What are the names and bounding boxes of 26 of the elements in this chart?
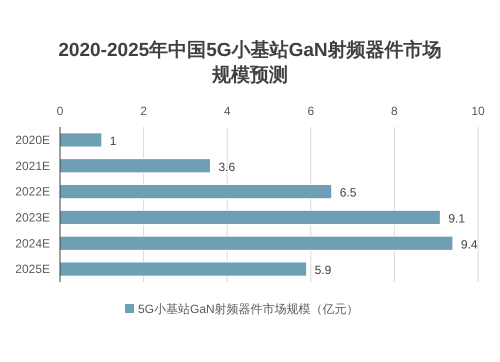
data-label: 9.1	[448, 211, 466, 226]
data-label: 6.5	[340, 186, 357, 200]
bar	[60, 210, 441, 226]
chart-title: 2020-2025年中国5G小基站GaN射频器件市场规模预测	[58, 39, 442, 86]
x-tick-label: 0	[56, 104, 64, 118]
x-tick-label: 10	[471, 104, 485, 118]
bar	[60, 158, 211, 174]
y-tick-label: 2025E	[15, 262, 50, 276]
y-tick-label: 2022E	[15, 184, 50, 199]
y-tick-label: 2021E	[15, 158, 50, 173]
legend-label: 5G小基站GaN射频器件市场规模（亿元）	[138, 302, 359, 316]
x-tick-label: 2	[140, 104, 148, 118]
data-label: 5.9	[314, 263, 332, 278]
data-label: 9.4	[460, 237, 478, 252]
x-tick-label: 6	[307, 104, 314, 118]
bar	[60, 236, 454, 251]
y-tick-label: 2023E	[15, 210, 50, 224]
data-label: 1	[110, 134, 117, 148]
x-tick-label: 8	[391, 104, 398, 118]
bar	[60, 132, 102, 148]
y-tick-label: 2024E	[15, 236, 50, 250]
data-label: 3.6	[218, 160, 236, 174]
y-tick-label: 2020E	[15, 132, 50, 147]
bar	[60, 184, 332, 200]
bar	[60, 261, 308, 277]
x-tick-label: 4	[224, 104, 231, 118]
